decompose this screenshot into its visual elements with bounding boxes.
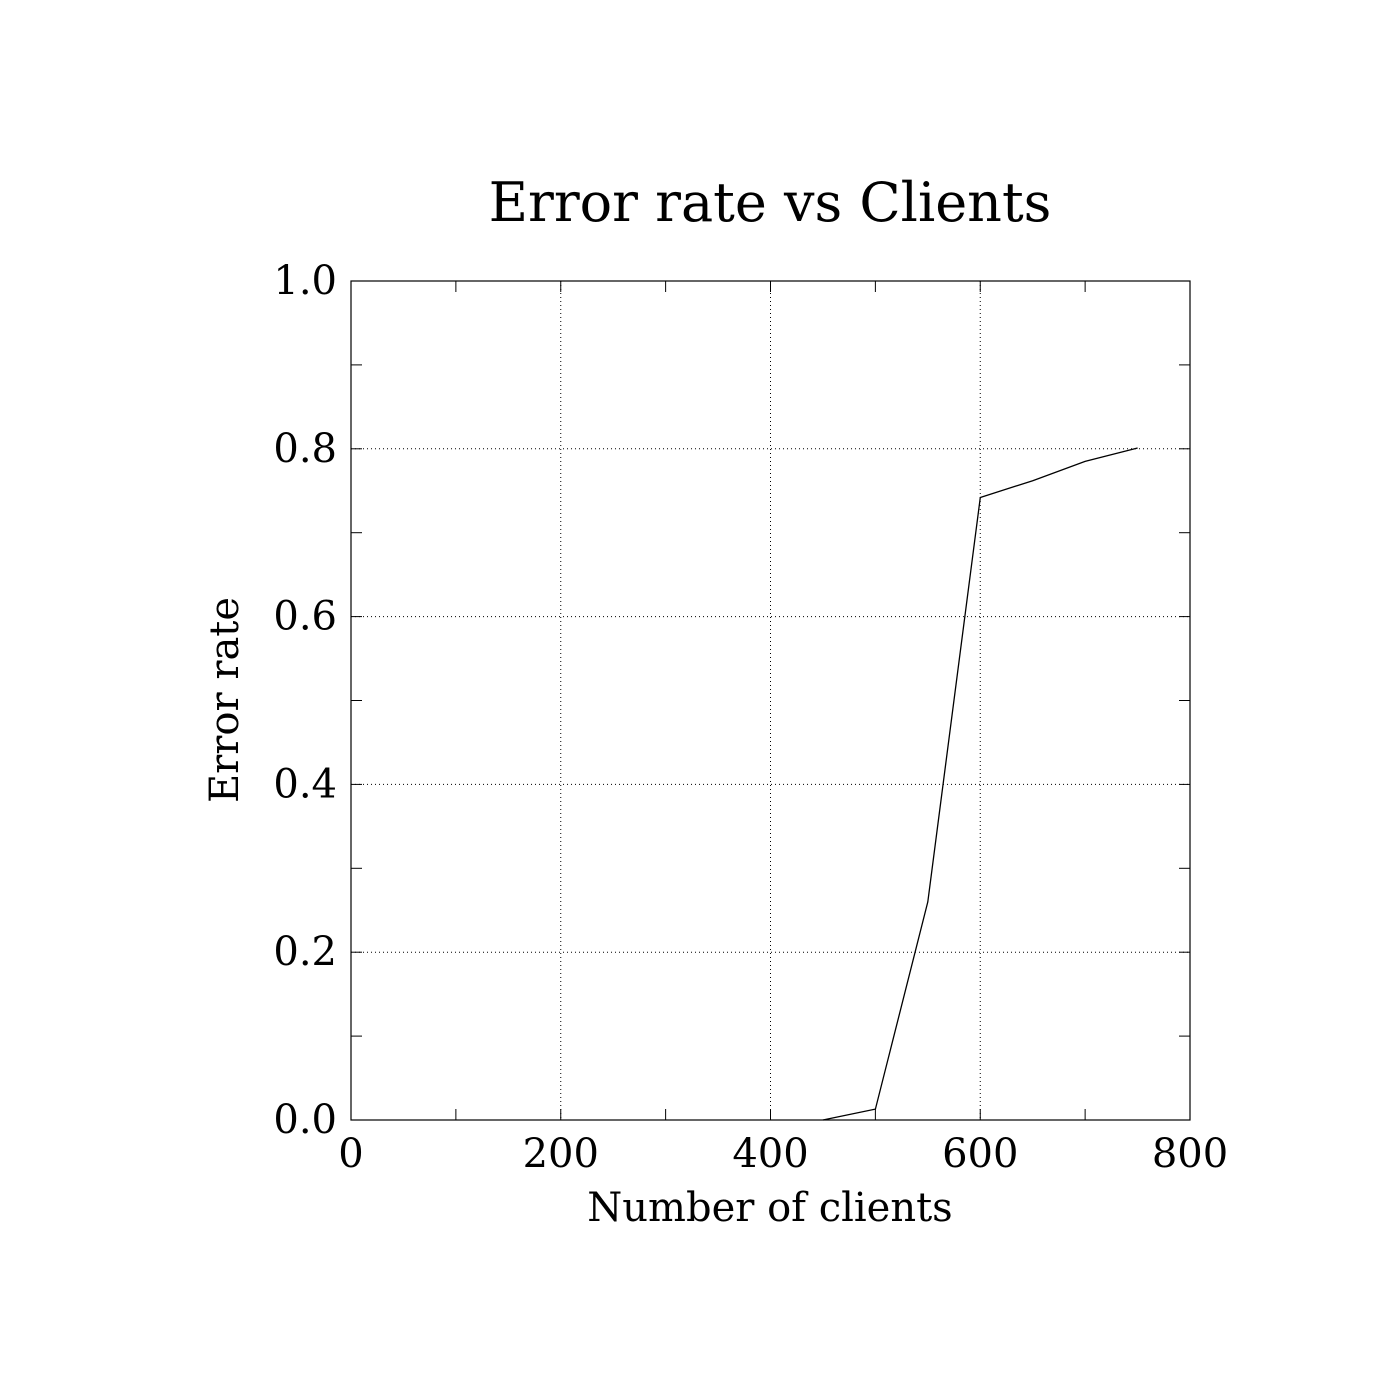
y-tick-label: 0.0 xyxy=(273,1097,337,1143)
x-tick-label: 200 xyxy=(523,1131,599,1177)
x-axis-label: Number of clients xyxy=(587,1185,952,1231)
plot-frame xyxy=(350,280,1191,1121)
y-tick-label: 0.8 xyxy=(273,426,337,472)
axis-ticks xyxy=(350,280,1191,1121)
series-layer xyxy=(822,447,1138,1121)
x-tick-label: 0 xyxy=(338,1131,363,1177)
series-line xyxy=(822,447,1138,1121)
y-tick-label: 0.4 xyxy=(273,761,337,807)
x-tick-label: 400 xyxy=(732,1131,808,1177)
x-tick-labels: 0 200 400 600 800 xyxy=(338,1131,1228,1177)
x-tick-label: 600 xyxy=(942,1131,1018,1177)
y-tick-label: 0.6 xyxy=(273,594,337,640)
grid-lines xyxy=(351,281,1190,1120)
chart-title: Error rate vs Clients xyxy=(489,171,1052,234)
y-tick-labels: 0.0 0.2 0.4 0.6 0.8 1.0 xyxy=(273,258,337,1143)
y-tick-label: 1.0 xyxy=(273,258,337,304)
y-axis-label: Error rate xyxy=(202,597,248,803)
x-tick-label: 800 xyxy=(1152,1131,1228,1177)
y-tick-label: 0.2 xyxy=(273,929,337,975)
